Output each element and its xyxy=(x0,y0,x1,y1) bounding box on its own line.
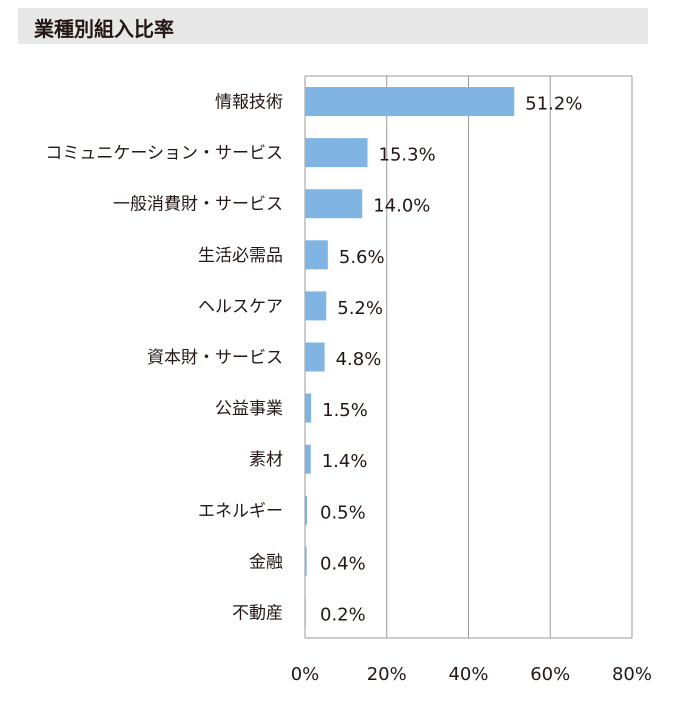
bar xyxy=(305,546,307,576)
category-label: 生活必需品 xyxy=(198,246,283,266)
category-label: 金融 xyxy=(249,552,283,572)
x-tick-label: 40% xyxy=(448,664,488,685)
data-label: 51.2% xyxy=(525,94,582,115)
chart-title-bar: 業種別組入比率 xyxy=(18,8,648,44)
data-label: 15.3% xyxy=(379,145,436,166)
category-label: 情報技術 xyxy=(215,93,283,113)
data-label: 5.6% xyxy=(339,247,385,268)
category-label: 素材 xyxy=(249,450,283,470)
category-label: 資本財・サービス xyxy=(147,348,283,368)
bar xyxy=(305,393,312,423)
x-tick-label: 60% xyxy=(530,664,570,685)
bar xyxy=(305,495,308,525)
chart-title: 業種別組入比率 xyxy=(34,17,174,41)
bar xyxy=(305,444,311,474)
bar xyxy=(305,87,515,117)
x-tick-label: 80% xyxy=(612,664,652,685)
category-label: ヘルスケア xyxy=(198,297,283,317)
data-label: 5.2% xyxy=(337,298,383,319)
x-tick-label: 0% xyxy=(291,664,320,685)
bar xyxy=(305,240,328,270)
bar xyxy=(305,189,363,219)
data-label: 0.2% xyxy=(320,604,366,625)
data-label: 0.5% xyxy=(320,502,366,523)
category-label: 公益事業 xyxy=(215,399,283,419)
bar xyxy=(305,138,368,168)
data-label: 4.8% xyxy=(336,349,382,370)
x-tick-label: 20% xyxy=(367,664,407,685)
data-label: 14.0% xyxy=(373,196,430,217)
bar xyxy=(305,597,306,627)
category-label: エネルギー xyxy=(198,501,283,521)
bar xyxy=(305,291,327,321)
data-label: 1.5% xyxy=(322,400,368,421)
category-label: 不動産 xyxy=(232,603,283,623)
data-label: 0.4% xyxy=(320,553,366,574)
category-label: コミュニケーション・サービス xyxy=(45,144,283,164)
category-label: 一般消費財・サービス xyxy=(113,195,283,215)
data-label: 1.4% xyxy=(322,451,368,472)
bar xyxy=(305,342,325,372)
